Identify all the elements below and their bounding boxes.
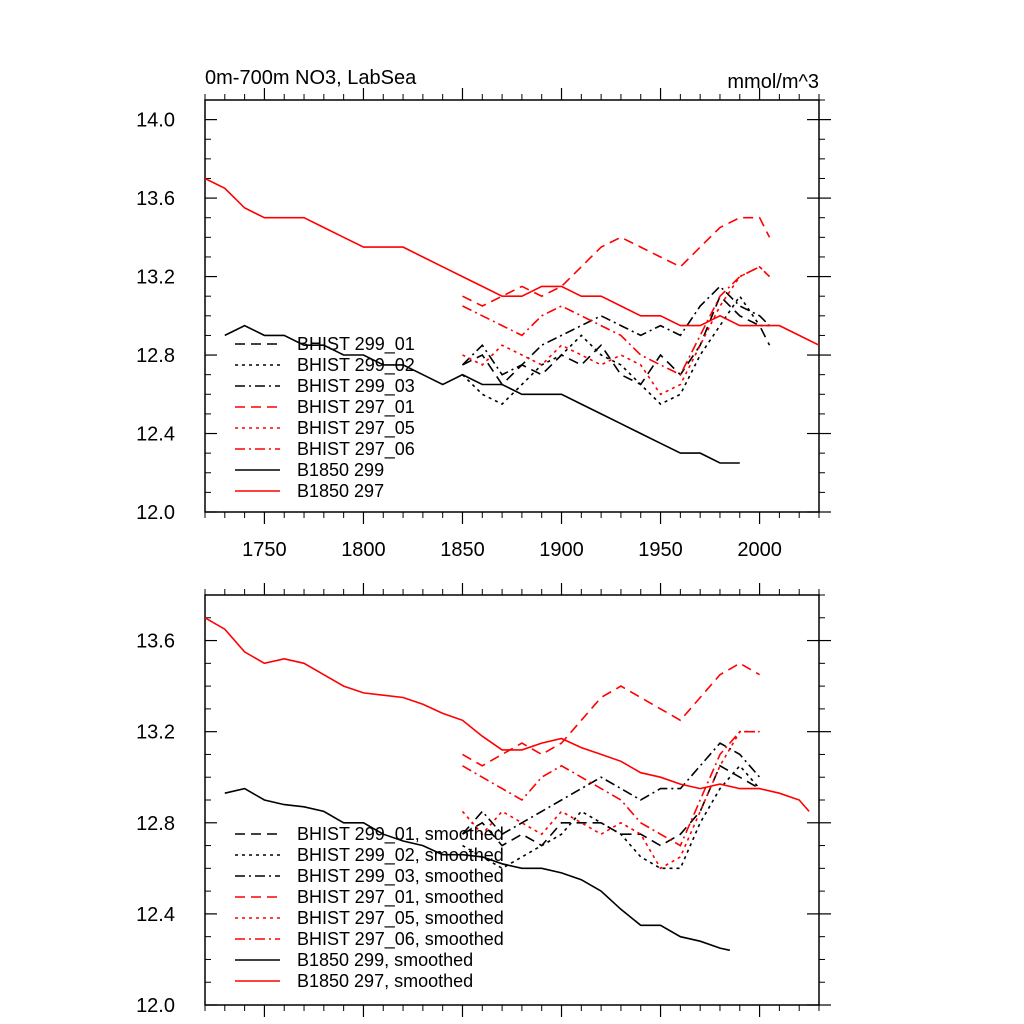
legend-label: BHIST 299_03, smoothed [297, 866, 504, 887]
series-line-bhist-297-06 [462, 265, 771, 376]
y-tick-label: 12.0 [136, 502, 175, 524]
y-tick-label: 13.6 [136, 188, 175, 210]
legend-label: B1850 297, smoothed [297, 971, 473, 991]
series-line-bhist-297-06-smoothed [462, 730, 760, 847]
series-line-bhist-299-03-smoothed [461, 742, 761, 836]
x-tick-label: 2000 [737, 539, 782, 561]
legend-label: BHIST 297_01, smoothed [297, 887, 504, 908]
legend-label: BHIST 299_01 [297, 334, 415, 355]
legend-label: BHIST 297_05 [297, 418, 415, 439]
series-line-b1850-299-smoothed [224, 787, 731, 952]
series-line-b1850-299 [224, 324, 740, 464]
top-axis-ticks: 1750 1800 1850 1900 1950 2000 12.0 12.4 12.8 13.2… [136, 88, 831, 561]
x-tick-label: 1750 [242, 539, 287, 561]
series-line-bhist-297-05 [462, 265, 771, 396]
series-line-bhist-297-05-smoothed [461, 730, 760, 870]
y-tick-label: 12.8 [136, 813, 175, 835]
y-tick-label: 12.4 [136, 904, 175, 926]
series-line-bhist-299-02-smoothed [462, 764, 761, 870]
x-tick-label: 1800 [341, 539, 386, 561]
bottom-axis-ticks: 12.0 12.4 12.8 13.2 13.6 [136, 583, 831, 1017]
y-tick-label: 13.2 [136, 722, 175, 744]
top-series-group [204, 177, 820, 464]
bottom-series-group [204, 617, 810, 952]
series-line-bhist-299-02 [461, 294, 770, 406]
legend-label: BHIST 297_05, smoothed [297, 908, 504, 929]
top-chart-units: mmol/m^3 [727, 71, 819, 93]
y-tick-label: 12.8 [136, 345, 175, 367]
legend-label: B1850 299, smoothed [297, 950, 473, 970]
bottom-panel: 12.0 12.4 12.8 13.2 13.6 BHIST 299_01, smoot… [136, 583, 831, 1017]
series-line-bhist-299-01 [462, 294, 771, 386]
legend-label: BHIST 297_01 [297, 397, 415, 418]
series-line-b1850-297-smoothed [204, 617, 810, 812]
x-tick-label: 1900 [539, 539, 584, 561]
legend-label: BHIST 297_06, smoothed [297, 929, 504, 950]
top-chart-title: 0m-700m NO3, LabSea [205, 67, 417, 89]
top-panel: 0m-700m NO3, LabSea mmol/m^3 1750 1800 185… [136, 67, 831, 561]
series-line-b1850-297 [204, 177, 820, 346]
x-tick-label: 1950 [638, 539, 683, 561]
series-line-bhist-299-01-smoothed [462, 764, 760, 847]
legend-label: BHIST 299_01, smoothed [297, 824, 504, 845]
x-tick-label: 1850 [440, 539, 485, 561]
series-line-bhist-297-01-smoothed [462, 662, 760, 767]
top-plot-frame [204, 99, 820, 513]
legend-label: BHIST 299_02, smoothed [297, 845, 504, 866]
legend-label: BHIST 299_03 [297, 376, 415, 397]
y-tick-label: 12.0 [136, 995, 175, 1017]
legend-label: BHIST 299_02 [297, 355, 415, 376]
legend-label: B1850 297 [297, 481, 384, 501]
y-tick-label: 12.4 [136, 424, 175, 446]
series-line-bhist-299-03 [461, 285, 771, 376]
legend-label: B1850 299 [297, 460, 384, 480]
y-tick-label: 13.2 [136, 267, 175, 289]
y-tick-label: 13.6 [136, 631, 175, 653]
y-tick-label: 14.0 [136, 110, 175, 132]
legend-label: BHIST 297_06 [297, 439, 415, 460]
